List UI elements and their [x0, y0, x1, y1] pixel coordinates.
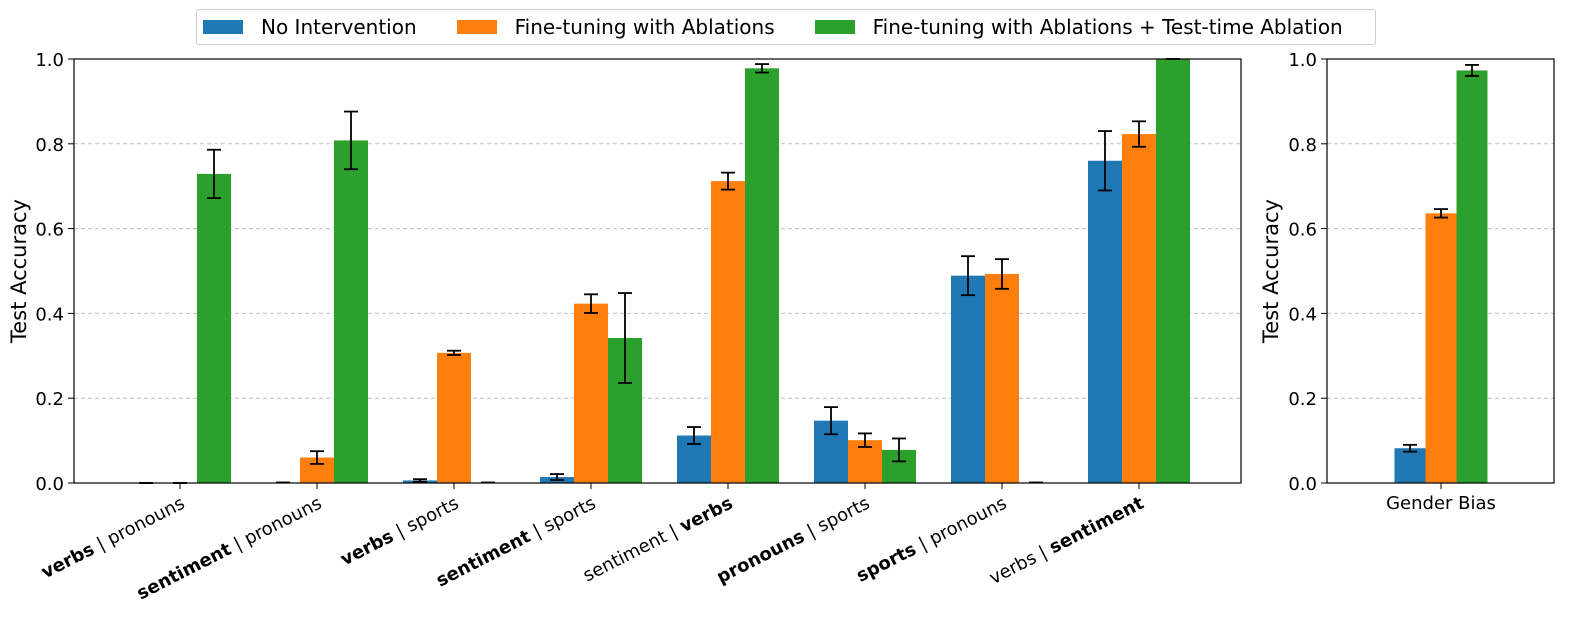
x-tick-label-bold-part: sentiment	[1046, 493, 1148, 559]
x-tick-label-part: | pronouns	[88, 493, 188, 558]
gender-y-tick-label: 0.8	[1288, 135, 1317, 156]
main-x-tick-label: sentiment | verbs	[580, 493, 736, 587]
legend-swatch-blue	[203, 20, 243, 34]
x-tick-label-part: | pronouns	[225, 493, 325, 558]
main-bar	[711, 181, 745, 483]
main-bar	[334, 140, 368, 483]
main-bar	[437, 352, 471, 483]
main-bar	[1156, 59, 1190, 483]
x-tick-label-part: | sports	[525, 493, 600, 545]
gender-y-tick-label: 0.0	[1288, 474, 1317, 495]
main-y-tick-label: 0.4	[35, 304, 64, 325]
legend-label: Fine-tuning with Ablations	[514, 15, 775, 39]
gender-x-tick-label: Gender Bias	[1386, 493, 1496, 514]
gender-y-tick-label: 1.0	[1288, 50, 1317, 71]
x-tick-label-part: | sports	[799, 493, 874, 545]
x-tick-label-part: | pronouns	[910, 493, 1010, 558]
legend-item-fine-tuning-test-time: Fine-tuning with Ablations + Test-time A…	[814, 15, 1343, 39]
gender-bar	[1456, 70, 1488, 483]
x-tick-label-part: sentiment |	[580, 518, 686, 586]
x-tick-label-part: | sports	[388, 493, 463, 545]
main-x-tick-label: verbs | sports	[337, 493, 462, 571]
main-bar	[1088, 160, 1122, 483]
main-bar	[985, 273, 1019, 483]
legend: No Intervention Fine-tuning with Ablatio…	[196, 9, 1376, 45]
legend-item-fine-tuning: Fine-tuning with Ablations	[456, 15, 775, 39]
main-y-tick-label: 0.0	[35, 474, 64, 495]
gender-y-tick-label: 0.4	[1288, 304, 1317, 325]
gender-y-tick-label: 0.6	[1288, 220, 1317, 241]
legend-label: Fine-tuning with Ablations + Test-time A…	[872, 15, 1343, 39]
main-bar	[745, 68, 779, 483]
main-x-tick-label: pronouns | sports	[713, 493, 873, 588]
gender-bar	[1425, 213, 1457, 483]
legend-label: No Intervention	[261, 15, 417, 39]
legend-swatch-orange	[456, 20, 497, 34]
main-bar	[197, 173, 231, 484]
main-y-tick-label: 1.0	[35, 50, 64, 71]
x-tick-label-bold-part: verbs	[337, 526, 397, 570]
main-bar	[574, 303, 608, 483]
main-bar	[1122, 134, 1156, 483]
x-tick-label-bold-part: verbs	[38, 539, 98, 583]
x-tick-label-bold-part: sentiment	[433, 526, 535, 592]
gender-bar	[1394, 448, 1426, 483]
x-tick-label-part: verbs |	[986, 539, 1056, 588]
main-bar	[951, 275, 985, 483]
main-y-tick-label: 0.8	[35, 135, 64, 156]
gender-axes-frame	[1326, 58, 1555, 484]
x-tick-label-bold-part: sports	[853, 539, 920, 587]
legend-item-no-intervention: No Intervention	[203, 15, 417, 39]
gender-y-tick-label: 0.2	[1288, 389, 1317, 410]
main-x-tick-label: verbs | sentiment	[986, 493, 1148, 589]
gender-y-axis-label: Test Accuracy	[1259, 199, 1283, 344]
x-tick-label-bold-part: sentiment	[134, 539, 236, 605]
x-tick-label-bold-part: pronouns	[713, 526, 808, 588]
x-tick-label-bold-part: verbs	[676, 493, 736, 537]
legend-swatch-green	[814, 20, 855, 34]
main-axes-frame	[73, 58, 1242, 484]
main-y-tick-label: 0.2	[35, 389, 64, 410]
main-y-tick-label: 0.6	[35, 220, 64, 241]
main-y-axis-label: Test Accuracy	[7, 199, 31, 344]
